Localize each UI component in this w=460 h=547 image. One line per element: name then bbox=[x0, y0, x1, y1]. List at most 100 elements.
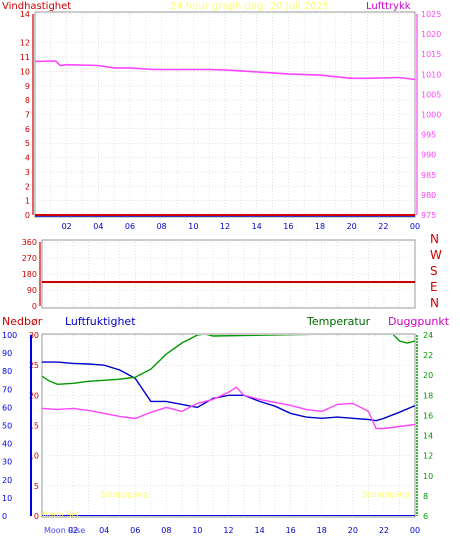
pressure-line bbox=[34, 60, 416, 81]
rain-tick-label: 30 bbox=[2, 458, 12, 467]
rain-tick-label: 50 bbox=[2, 422, 12, 431]
pressure-tick-label: 1000 bbox=[421, 111, 441, 120]
direction-tick-label: 0 bbox=[32, 302, 37, 311]
hour-tick-label: 08 bbox=[157, 222, 167, 231]
humidity-tick-label: 20 bbox=[29, 391, 39, 400]
rain-tick-label: 40 bbox=[2, 440, 12, 449]
humidity-tick-label: 0 bbox=[34, 512, 39, 521]
wind-tick-label: 2 bbox=[25, 182, 30, 191]
wind-pressure-axes: 0123456789101112149759809859909951000100… bbox=[20, 10, 442, 231]
humidity-tick-label: 15 bbox=[29, 422, 39, 431]
hour-tick-label: 14 bbox=[254, 526, 264, 535]
hour-tick-label: 04 bbox=[99, 526, 109, 535]
wind-title: Vindhastighet bbox=[2, 1, 71, 12]
hour-tick-label: 16 bbox=[283, 222, 293, 231]
rain-tick-label: 100 bbox=[2, 331, 17, 340]
chart-title: 24 hour graph dag: 20 Juli 2025 bbox=[170, 1, 329, 12]
hour-tick-label: 00 bbox=[410, 526, 420, 535]
wind-tick-label: 8 bbox=[25, 96, 30, 105]
wind-tick-label: 7 bbox=[25, 111, 30, 120]
wind-tick-label: 10 bbox=[20, 67, 30, 76]
wind-tick-label: 5 bbox=[25, 139, 30, 148]
wind-direction-axes: 0 90 180 270 360 bbox=[22, 238, 41, 311]
hour-tick-label: 06 bbox=[130, 526, 140, 535]
hour-tick-label: 08 bbox=[161, 526, 171, 535]
humidity-title: Luftfuktighet bbox=[65, 315, 136, 328]
wind-direction-grid bbox=[42, 241, 415, 307]
wind-tick-label: 0 bbox=[25, 211, 30, 220]
hour-tick-label: 18 bbox=[315, 222, 325, 231]
hour-tick-label: 12 bbox=[220, 222, 230, 231]
hour-tick-label: 22 bbox=[378, 222, 388, 231]
humidity-tick-label: 5 bbox=[34, 482, 39, 491]
rain-tick-label: 20 bbox=[2, 476, 12, 485]
pressure-tick-label: 975 bbox=[421, 211, 436, 220]
hour-tick-label: 22 bbox=[379, 526, 389, 535]
temperature-tick-label: 12 bbox=[423, 452, 433, 461]
wind-tick-label: 3 bbox=[25, 168, 30, 177]
pressure-tick-label: 1025 bbox=[421, 10, 441, 19]
pressure-tick-label: 985 bbox=[421, 171, 436, 180]
temperature-tick-label: 8 bbox=[423, 492, 428, 501]
hour-tick-label: 10 bbox=[188, 222, 198, 231]
temperature-tick-label: 24 bbox=[423, 331, 433, 340]
hour-tick-label: 02 bbox=[62, 222, 72, 231]
rain-tick-label: 70 bbox=[2, 385, 12, 394]
hour-tick-label: 10 bbox=[192, 526, 202, 535]
temperature-tick-label: 18 bbox=[423, 391, 433, 400]
humidity-tick-label: 30 bbox=[29, 331, 39, 340]
direction-letter: E bbox=[430, 280, 438, 294]
wind-pressure-series bbox=[34, 60, 416, 217]
wind-tick-label: 6 bbox=[25, 125, 30, 134]
climate-series bbox=[42, 335, 415, 516]
wind-tick-label: 14 bbox=[20, 10, 30, 19]
temperature-tick-label: 20 bbox=[423, 371, 433, 380]
moon-rise-label: Moon Rise bbox=[44, 526, 85, 535]
hour-tick-label: 00 bbox=[410, 222, 420, 231]
temperature-tick-label: 16 bbox=[423, 411, 433, 420]
direction-tick-label: 180 bbox=[22, 270, 37, 279]
direction-letter: W bbox=[430, 248, 442, 262]
direction-tick-label: 270 bbox=[22, 254, 37, 263]
pressure-tick-label: 1005 bbox=[421, 90, 441, 99]
wind-tick-label: 1 bbox=[25, 197, 30, 206]
dewpoint-line bbox=[42, 386, 415, 430]
moon-set-label: Moon Set bbox=[42, 510, 79, 519]
temperature-tick-label: 22 bbox=[423, 351, 433, 360]
hour-tick-label: 20 bbox=[348, 526, 358, 535]
hour-tick-label: 02 bbox=[68, 526, 78, 535]
wind-tick-label: 12 bbox=[20, 39, 30, 48]
pressure-tick-label: 995 bbox=[421, 131, 436, 140]
rain-tick-label: 90 bbox=[2, 349, 12, 358]
direction-letter: N bbox=[430, 296, 439, 310]
pressure-tick-label: 990 bbox=[421, 151, 436, 160]
temperature-line bbox=[42, 335, 415, 386]
sunset-label: Solnedgang bbox=[362, 490, 409, 499]
sunrise-label: Soloppgang bbox=[100, 490, 147, 499]
hour-tick-label: 04 bbox=[93, 222, 103, 231]
wind-tick-label: 9 bbox=[25, 82, 30, 91]
pressure-title: Lufttrykk bbox=[366, 1, 411, 12]
wind-tick-label: 11 bbox=[20, 53, 30, 62]
rain-title: Nedbør bbox=[2, 315, 43, 328]
hour-tick-label: 12 bbox=[223, 526, 233, 535]
humidity-tick-label: 25 bbox=[29, 361, 39, 370]
temperature-title: Temperatur bbox=[306, 315, 371, 328]
rain-tick-label: 0 bbox=[2, 512, 7, 521]
hour-tick-label: 20 bbox=[347, 222, 357, 231]
direction-tick-label: 90 bbox=[27, 286, 37, 295]
temperature-tick-label: 14 bbox=[423, 432, 433, 441]
dewpoint-title: Duggpunkt bbox=[388, 315, 450, 328]
hour-tick-label: 18 bbox=[317, 526, 327, 535]
climate-grid bbox=[42, 334, 415, 517]
pressure-tick-label: 1015 bbox=[421, 50, 441, 59]
wind-tick-label: 4 bbox=[25, 154, 30, 163]
direction-letter: S bbox=[430, 264, 438, 278]
hour-tick-label: 14 bbox=[252, 222, 262, 231]
direction-tick-label: 360 bbox=[22, 238, 37, 247]
rain-tick-label: 10 bbox=[2, 494, 12, 503]
direction-letter: N bbox=[430, 232, 439, 246]
